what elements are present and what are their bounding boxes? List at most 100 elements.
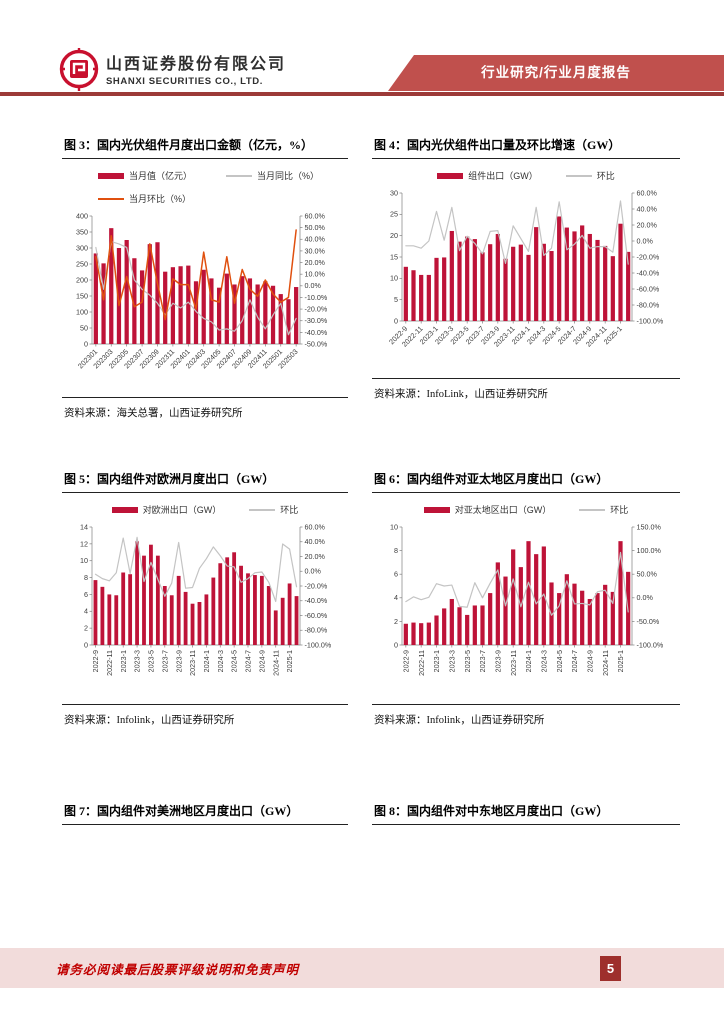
figure-6-source: 资料来源：Infolink，山西证券研究所 [374, 715, 545, 726]
report-type-banner: 行业研究/行业月度报告 [388, 55, 724, 91]
bar-2023-10 [503, 576, 508, 645]
svg-text:-60.0%: -60.0% [305, 611, 328, 620]
svg-text:2024-11: 2024-11 [271, 650, 280, 676]
bar-2024-8 [580, 225, 585, 321]
chart-canvas-fig4: 0 5 10 15 20 25 30 -100.0% -80.0% -60.0% -40.0% -20… [387, 188, 664, 348]
bar-2024-3 [541, 243, 546, 321]
svg-text:0.0%: 0.0% [305, 567, 322, 576]
bar-2023-3 [135, 541, 139, 645]
svg-text:2024-1: 2024-1 [524, 650, 533, 672]
bar-2023-7 [480, 605, 485, 645]
bar-202310 [163, 271, 168, 344]
bar-202402 [193, 281, 199, 344]
figure-card-7: 图 7：国内组件对美洲地区月度出口（GW） [62, 800, 348, 825]
bar-2023-1 [434, 257, 439, 321]
legend-label: 环比 [596, 171, 615, 181]
svg-text:2024-11: 2024-11 [601, 650, 610, 676]
bar-2024-3 [218, 563, 223, 645]
legend-bar-swatch [423, 506, 450, 513]
svg-text:50.0%: 50.0% [305, 223, 326, 232]
svg-text:2023-9: 2023-9 [493, 650, 502, 672]
bar-2023-7 [162, 586, 167, 645]
svg-text:20.0%: 20.0% [305, 552, 326, 561]
svg-text:0: 0 [394, 640, 398, 649]
svg-text:2022-9: 2022-9 [401, 650, 410, 672]
bar-202311 [170, 267, 176, 344]
svg-text:100: 100 [76, 307, 88, 316]
svg-text:5: 5 [394, 295, 398, 304]
figure-4-chart: 0 5 10 15 20 25 30 -100.0% -80.0% -60.0% -40.0% -20… [372, 186, 680, 376]
bar-2023-10 [503, 258, 508, 321]
bar-2024-11 [603, 245, 608, 321]
legend-bar-swatch [437, 172, 464, 179]
figure-card-5: 图 5：国内组件对欧洲月度出口（GW） 对欧洲出口（GW） 环比 0 2 4 6 8 10 1… [62, 468, 348, 727]
title-divider [372, 492, 680, 493]
company-name-block: 山西证券股份有限公司 SHANXI SECURITIES CO., LTD. [106, 50, 286, 87]
bar-2023-6 [472, 239, 477, 321]
bar-2025-1 [618, 541, 623, 645]
figure-6-title: 图 6：国内组件对亚太地区月度出口（GW） [374, 472, 609, 486]
svg-text:10: 10 [390, 522, 398, 531]
legend-label: 组件出口（GW） [468, 171, 538, 181]
bar-202312 [178, 266, 183, 344]
bar-2023-4 [142, 555, 146, 645]
bar-2023-2 [442, 608, 447, 645]
line-series [94, 536, 298, 603]
bar-202307 [139, 270, 145, 344]
page-footer: 请务必阅读最后股票评级说明和免责声明 5 [0, 948, 724, 988]
bar-2025-1 [618, 223, 623, 321]
bar-2024-12 [610, 256, 615, 321]
bar-2023-3 [449, 230, 454, 321]
bar-2022-10 [100, 586, 105, 645]
bar-2022-10 [411, 622, 416, 645]
legend-label: 对亚太地区出口（GW） [454, 505, 552, 515]
svg-text:2024-3: 2024-3 [216, 650, 225, 672]
svg-text:2: 2 [394, 617, 398, 626]
svg-text:2023-1: 2023-1 [119, 650, 128, 672]
legend-item: 对亚太地区出口（GW） [423, 503, 552, 516]
bar-202410 [255, 284, 260, 344]
svg-text:0: 0 [84, 640, 88, 649]
bar-2023-1 [434, 615, 439, 645]
bar-2024-1 [204, 594, 209, 645]
legend-label: 当月值（亿元） [129, 171, 193, 181]
bar-2023-5 [465, 614, 470, 645]
figure-5-chart: 0 2 4 6 8 10 12 14 -100.0% -80.0% -60.0% -40.0% -20.… [62, 520, 348, 702]
legend-item: 当月值（亿元） [98, 169, 192, 182]
title-divider [372, 158, 680, 159]
svg-text:-40.0%: -40.0% [637, 268, 660, 277]
svg-text:10: 10 [80, 556, 88, 565]
svg-text:2023-11: 2023-11 [509, 650, 518, 676]
svg-text:350: 350 [76, 227, 88, 236]
svg-text:150.0%: 150.0% [637, 522, 662, 531]
shanxi-securities-logo-icon [59, 48, 99, 91]
svg-text:2024-5: 2024-5 [555, 650, 564, 672]
title-divider [62, 492, 348, 493]
bar-202406 [224, 273, 229, 344]
bar-2022-11 [419, 274, 424, 321]
header-divider [0, 92, 724, 96]
bar-2024-10 [595, 593, 600, 645]
svg-text:-10.0%: -10.0% [305, 293, 328, 302]
svg-text:2023-3: 2023-3 [447, 650, 456, 672]
legend-label: 当月同比（%） [257, 171, 320, 181]
bar-2024-5 [557, 216, 562, 321]
legend-item: 环比 [565, 169, 615, 182]
svg-text:15: 15 [390, 252, 398, 261]
bar-2024-5 [232, 552, 237, 645]
bar-2024-1 [526, 254, 531, 321]
bar-202309 [155, 242, 160, 344]
figure-4-legend: 组件出口（GW） 环比 [372, 169, 680, 182]
legend-bar-swatch [98, 172, 124, 179]
bar-2025-2 [294, 596, 299, 645]
bar-202502 [286, 299, 291, 344]
svg-text:2023-3: 2023-3 [133, 650, 142, 672]
svg-text:2022-9: 2022-9 [91, 650, 100, 672]
svg-text:250: 250 [76, 259, 88, 268]
svg-text:2024-7: 2024-7 [244, 650, 253, 672]
bar-2024-7 [572, 231, 577, 321]
bar-2024-11 [273, 610, 278, 645]
bar-202501 [278, 294, 283, 344]
line-series [95, 240, 297, 336]
